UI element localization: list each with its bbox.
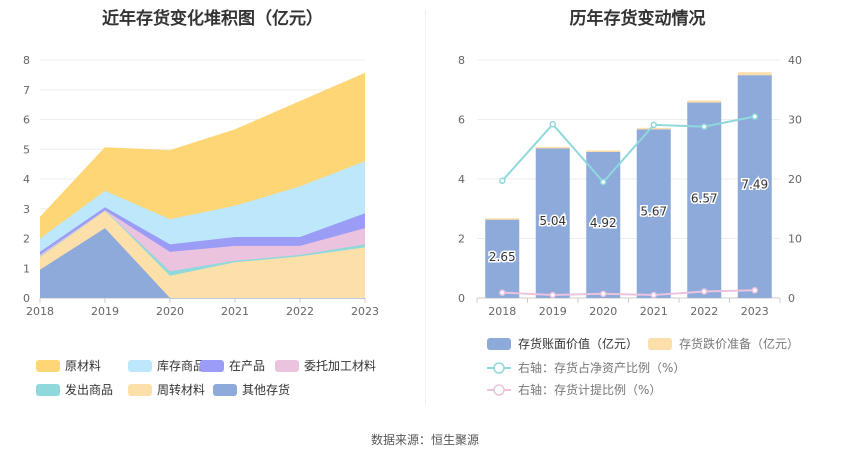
y2-tick-label: 40 [788, 54, 802, 67]
y-tick-label: 7 [23, 84, 30, 97]
y2-tick-label: 10 [788, 233, 802, 246]
point-inventory-ratio [549, 121, 556, 128]
area-发出商品 [40, 210, 365, 276]
y-tick-label: 6 [458, 114, 465, 127]
bar-impairment [687, 100, 722, 103]
stack-chart-title: 近年存货变化堆积图（亿元） [102, 9, 323, 29]
point-inventory-ratio [499, 177, 506, 185]
point-inventory-ratio [600, 178, 607, 186]
x-tick-label: 2018 [26, 305, 54, 318]
bar-book-value [485, 219, 520, 298]
bar-value-label: 4.92 [590, 216, 617, 230]
area-周转材料 [40, 210, 365, 298]
y-tick-label: 0 [23, 292, 30, 305]
x-tick-label: 2020 [589, 305, 617, 318]
data-source-note: 数据来源：恒生聚源 [370, 433, 479, 447]
legend-marker-0 [493, 362, 505, 374]
legend-swatch-impairment [648, 338, 672, 350]
legend-swatch-周转材料 [128, 384, 152, 396]
legend-swatch-库存商品 [128, 360, 152, 372]
point-inventory-ratio [650, 121, 657, 129]
point-provision-ratio [600, 290, 607, 298]
legend-swatch-发出商品 [36, 384, 60, 396]
x-tick-label: 2019 [539, 305, 567, 318]
point-provision-ratio [650, 291, 657, 299]
legend-label-委托加工材料: 委托加工材料 [304, 359, 376, 373]
x-tick-label: 2019 [91, 305, 119, 318]
legend-label-line-1: 右轴：存货计提比例（%） [518, 382, 661, 397]
legend-label-原材料: 原材料 [65, 359, 101, 373]
x-tick-label: 2020 [156, 305, 184, 318]
legend-label-发出商品: 发出商品 [65, 382, 113, 397]
legend-label-库存商品: 库存商品 [157, 358, 205, 373]
line-provision-ratio [502, 289, 755, 297]
y-tick-label: 1 [23, 262, 30, 275]
y-tick-label: 8 [23, 54, 30, 67]
x-tick-label: 2021 [640, 305, 668, 318]
y-tick-label: 2 [458, 233, 465, 246]
y-tick-label: 6 [23, 114, 30, 127]
point-provision-ratio [701, 288, 708, 295]
point-provision-ratio [499, 289, 506, 296]
y-tick-label: 3 [23, 203, 30, 216]
y-tick-label: 8 [458, 54, 465, 67]
y-tick-label: 2 [23, 233, 30, 246]
legend-swatch-在产品 [200, 360, 224, 372]
bar-impairment [636, 127, 671, 130]
x-tick-label: 2023 [351, 305, 379, 318]
line-inventory-ratio [501, 115, 755, 184]
point-inventory-ratio [701, 123, 708, 130]
bar-value-label: 5.04 [539, 214, 566, 228]
bar-book-value [687, 102, 722, 298]
bar-impairment [535, 146, 570, 149]
legend-label-line-0: 右轴：存货占净资产比例（%） [518, 360, 685, 375]
area-原材料 [40, 73, 365, 239]
stacked-area-chart: 0 1 2 3 4 5 6 7 8 2018 2019 2020 2021 2022 2023 原材料 库存商品… [23, 54, 379, 397]
bar-impairment [737, 72, 772, 76]
area-委托加工材料 [40, 210, 365, 272]
area-库存商品 [40, 161, 365, 252]
bar-book-value [535, 148, 570, 298]
y2-tick-label: 20 [788, 173, 802, 186]
y-tick-label: 4 [458, 173, 465, 186]
y-tick-label: 4 [23, 173, 30, 186]
bar-value-label: 7.49 [741, 178, 768, 192]
x-tick-label: 2022 [690, 305, 718, 318]
y2-tick-label: 30 [788, 114, 802, 127]
legend-label-周转材料: 周转材料 [157, 382, 205, 397]
bar-impairment [485, 218, 520, 220]
y-tick-label: 0 [458, 292, 465, 305]
legend-swatch-其他存货 [213, 384, 237, 396]
point-provision-ratio [751, 287, 758, 294]
legend-swatch-book-value [487, 338, 511, 350]
x-tick-label: 2023 [741, 305, 769, 318]
inventory-bar-line-chart: 0 2 4 6 8 0 10 20 30 40 2018 2019 2020 2021 2022 2023 2.… [458, 54, 802, 397]
x-tick-label: 2018 [488, 305, 516, 318]
point-provision-ratio [549, 291, 556, 299]
area-edge-原材料 [39, 72, 366, 219]
bar-impairment [586, 150, 621, 152]
area-在产品 [40, 207, 365, 255]
bar-value-label: 5.67 [640, 205, 667, 219]
legend-label-impairment: 存货跌价准备（亿元） [679, 336, 799, 351]
legend-swatch-委托加工材料 [275, 360, 299, 372]
legend-swatch-原材料 [36, 360, 60, 372]
panel-divider [425, 10, 426, 405]
bar-book-value [636, 129, 671, 298]
legend-label-book-value: 存货账面价值（亿元） [518, 336, 638, 351]
bar-value-label: 2.65 [489, 250, 516, 264]
legend-label-在产品: 在产品 [229, 359, 265, 373]
legend-label-其他存货: 其他存货 [242, 382, 290, 397]
y2-tick-label: 0 [788, 292, 795, 305]
legend-marker-1 [493, 384, 505, 396]
x-tick-label: 2021 [221, 305, 249, 318]
point-inventory-ratio [751, 113, 758, 120]
bar-chart-title: 历年存货变动情况 [569, 9, 706, 29]
bar-book-value [586, 151, 621, 298]
bar-book-value [737, 75, 772, 298]
y-tick-label: 5 [23, 143, 30, 156]
x-tick-label: 2022 [286, 305, 314, 318]
bar-value-label: 6.57 [691, 191, 718, 205]
